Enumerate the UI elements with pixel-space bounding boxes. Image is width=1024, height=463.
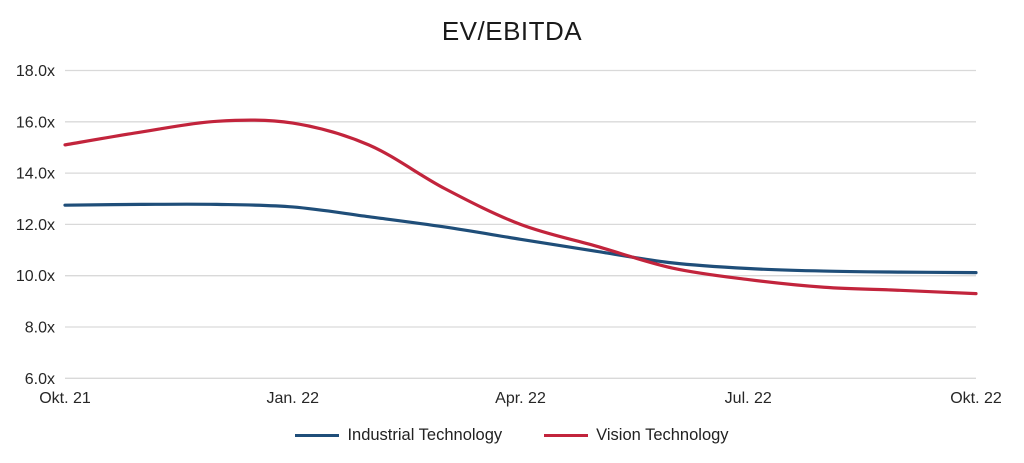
- x-tick-label: Okt. 22: [950, 390, 1002, 407]
- series-line-vision-technology: [63, 118, 978, 296]
- y-tick-label: 18.0x: [16, 63, 55, 80]
- y-tick-label: 10.0x: [16, 268, 55, 285]
- series-lines-layer: [63, 118, 978, 296]
- y-tick-label: 8.0x: [25, 320, 55, 337]
- legend-item-industrial-technology: Industrial Technology: [295, 426, 502, 445]
- legend-label: Industrial Technology: [347, 426, 503, 444]
- legend-item-vision-technology: Vision Technology: [544, 426, 729, 445]
- y-axis-tick-labels: 18.0x 16.0x 14.0x 12.0x 10.0x 8.0x 6.0x: [16, 63, 55, 388]
- y-tick-label: 12.0x: [16, 217, 55, 234]
- y-tick-label: 6.0x: [25, 371, 55, 388]
- series-line-industrial-technology: [63, 202, 978, 275]
- y-tick-label: 16.0x: [16, 114, 55, 131]
- x-axis-tick-labels: Okt. 21 Jan. 22 Apr. 22 Jul. 22 Okt. 22: [39, 390, 1002, 407]
- chart-legend: Industrial Technology Vision Technology: [0, 426, 1024, 445]
- legend-line-marker: [295, 434, 340, 437]
- x-tick-label: Jul. 22: [725, 390, 772, 407]
- x-tick-label: Jan. 22: [267, 390, 320, 407]
- y-tick-label: 14.0x: [16, 166, 55, 183]
- x-tick-label: Apr. 22: [495, 390, 546, 407]
- legend-line-marker: [544, 434, 589, 437]
- chart-title: EV/EBITDA: [441, 16, 583, 46]
- legend-label: Vision Technology: [596, 426, 729, 444]
- x-tick-label: Okt. 21: [39, 390, 91, 407]
